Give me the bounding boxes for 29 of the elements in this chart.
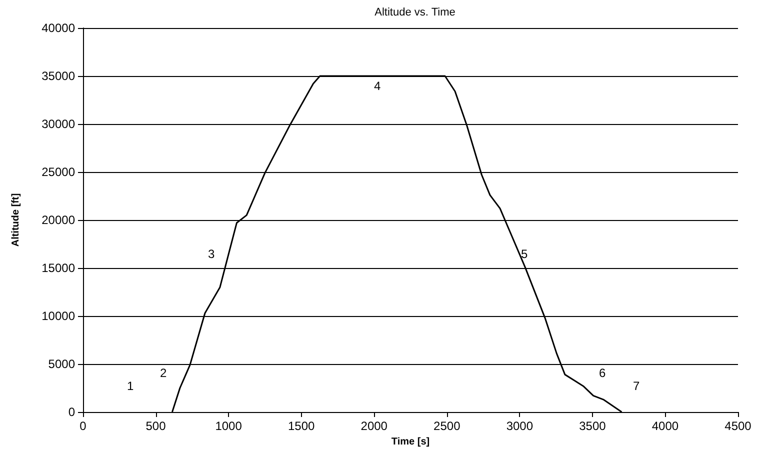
x-tick-label: 4000 [652,419,679,433]
annotation: 1 [127,379,134,393]
x-tick-label: 1000 [215,419,242,433]
x-tick-label: 500 [146,419,166,433]
y-tick-label: 25000 [42,165,76,179]
x-tick-label: 2000 [360,419,388,433]
x-tick-label: 0 [80,419,87,433]
chart-title: Altitude vs. Time [374,6,456,18]
y-axis-title: Altitude [ft] [10,193,22,247]
annotation: 3 [208,247,215,261]
y-tick-label: 5000 [48,357,76,371]
y-tick-label: 35000 [42,69,76,83]
x-tick-label: 3000 [506,419,534,433]
x-tick-label: 4500 [724,419,752,433]
y-tick-label: 40000 [42,21,76,35]
y-tick-label: 0 [68,405,76,419]
annotation: 5 [521,247,528,261]
x-tick-label: 3500 [579,419,606,433]
y-tick-label: 20000 [42,213,76,227]
annotation: 7 [633,379,640,393]
y-tick-label: 10000 [42,309,76,323]
annotation: 2 [160,366,167,380]
x-axis-title: Time [s] [391,436,430,448]
annotation: 6 [599,366,606,380]
annotation: 4 [374,79,381,93]
y-tick-label: 15000 [42,261,76,275]
x-tick-label: 2500 [434,419,461,433]
y-tick-label: 30000 [42,117,76,131]
x-tick-label: 1500 [288,419,316,433]
